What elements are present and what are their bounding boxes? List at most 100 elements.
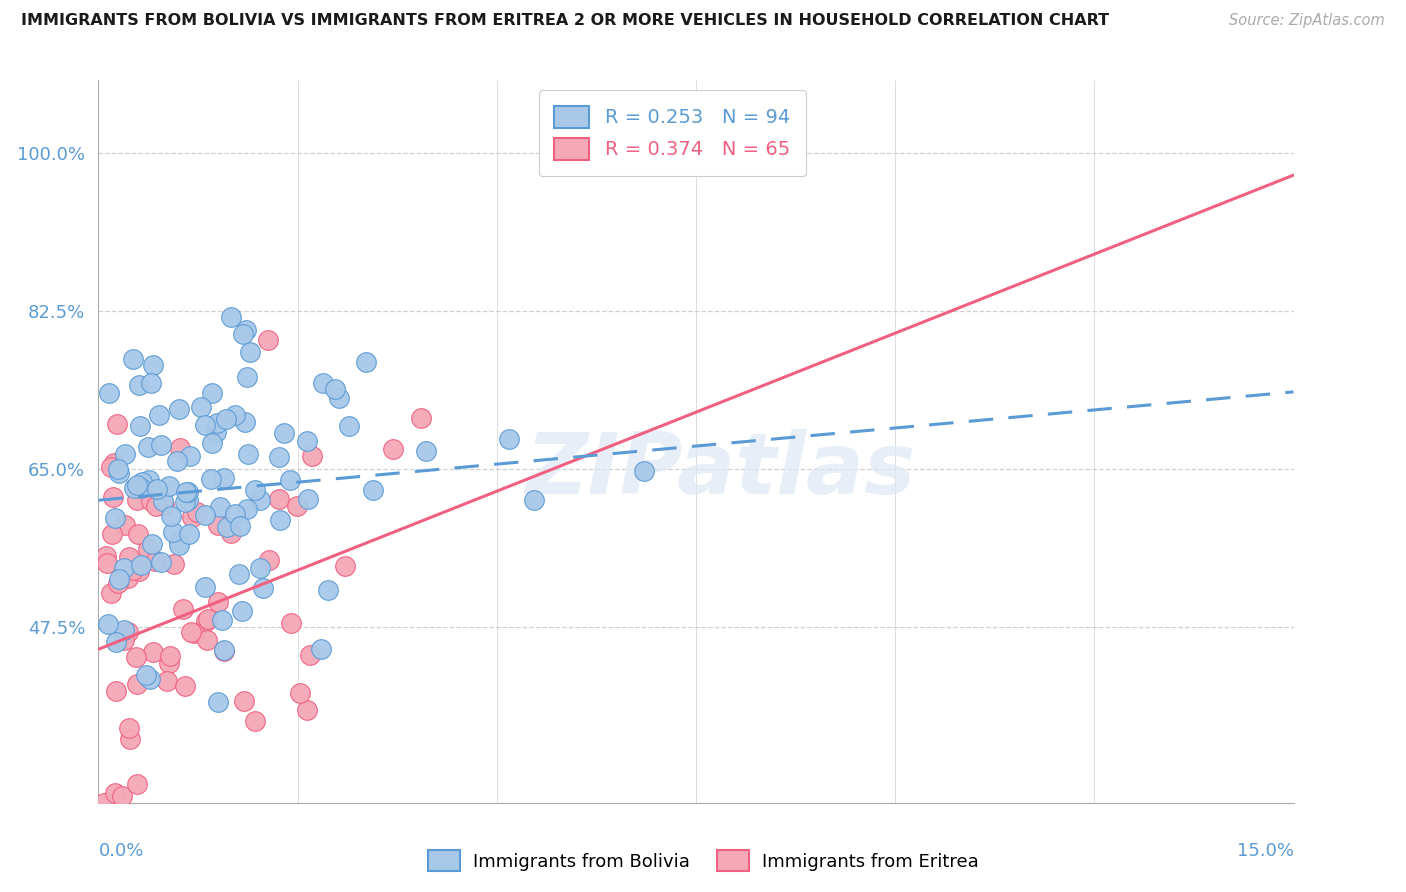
Point: [114, 448, 136, 462]
Point: [127, 677, 149, 691]
Point: [207, 594, 229, 608]
Point: [295, 703, 318, 717]
Point: [100, 459, 122, 474]
Point: [136, 440, 159, 454]
Point: [215, 520, 238, 534]
Point: [142, 644, 165, 658]
Point: [280, 616, 302, 631]
Point: [194, 417, 217, 432]
Point: [101, 527, 124, 541]
Point: [207, 416, 229, 430]
Point: [117, 571, 139, 585]
Point: [194, 614, 217, 628]
Point: [361, 483, 384, 497]
Point: [183, 626, 205, 640]
Point: [125, 478, 148, 492]
Point: [301, 450, 323, 464]
Point: [146, 482, 169, 496]
Point: [195, 633, 218, 648]
Point: [98, 385, 121, 400]
Point: [104, 684, 127, 698]
Point: [238, 447, 260, 461]
Point: [112, 633, 135, 648]
Point: [118, 731, 141, 746]
Point: [129, 481, 152, 495]
Text: 15.0%: 15.0%: [1236, 842, 1294, 860]
Point: [337, 418, 360, 433]
Point: [163, 557, 186, 571]
Point: [232, 327, 254, 342]
Point: [228, 567, 250, 582]
Point: [224, 508, 246, 522]
Point: [145, 499, 167, 513]
Point: [328, 391, 350, 405]
Point: [159, 648, 181, 663]
Point: [249, 492, 271, 507]
Point: [212, 642, 235, 657]
Point: [108, 572, 131, 586]
Point: [498, 433, 520, 447]
Point: [333, 559, 356, 574]
Point: [235, 323, 257, 337]
Point: [177, 526, 200, 541]
Point: [415, 444, 437, 458]
Point: [236, 502, 259, 516]
Point: [381, 442, 404, 456]
Point: [101, 490, 124, 504]
Point: [219, 526, 242, 541]
Point: [267, 491, 290, 506]
Point: [236, 370, 259, 384]
Point: [155, 673, 177, 688]
Point: [201, 436, 224, 450]
Point: [299, 648, 322, 662]
Point: [129, 419, 152, 434]
Point: [209, 500, 232, 514]
Point: [205, 425, 228, 439]
Point: [215, 412, 238, 426]
Point: [117, 625, 139, 640]
Point: [172, 601, 194, 615]
Point: [179, 449, 201, 463]
Point: [118, 549, 141, 564]
Point: [167, 538, 190, 552]
Point: [288, 685, 311, 699]
Point: [233, 415, 256, 429]
Point: [197, 612, 219, 626]
Point: [96, 556, 118, 570]
Point: [128, 565, 150, 579]
Point: [108, 467, 131, 481]
Point: [94, 549, 117, 564]
Point: [228, 518, 250, 533]
Point: [309, 642, 332, 657]
Point: [104, 635, 127, 649]
Legend: R = 0.253   N = 94, R = 0.374   N = 65: R = 0.253 N = 94, R = 0.374 N = 65: [538, 90, 806, 176]
Point: [224, 409, 246, 423]
Point: [96, 617, 118, 632]
Y-axis label: 2 or more Vehicles in Household: 2 or more Vehicles in Household: [0, 296, 3, 587]
Point: [153, 498, 176, 512]
Point: [142, 358, 165, 372]
Point: [121, 563, 143, 577]
Point: [174, 485, 197, 500]
Point: [201, 386, 224, 401]
Point: [257, 553, 280, 567]
Point: [149, 555, 172, 569]
Text: 0.0%: 0.0%: [98, 842, 143, 860]
Point: [129, 558, 152, 573]
Point: [194, 580, 217, 594]
Point: [633, 464, 655, 478]
Point: [138, 473, 160, 487]
Point: [181, 509, 204, 524]
Point: [212, 471, 235, 485]
Point: [233, 694, 256, 708]
Point: [160, 508, 183, 523]
Point: [122, 352, 145, 367]
Point: [273, 426, 295, 441]
Point: [173, 494, 195, 508]
Point: [200, 472, 222, 486]
Point: [128, 377, 150, 392]
Point: [148, 408, 170, 422]
Point: [252, 581, 274, 595]
Point: [107, 461, 129, 475]
Point: [112, 623, 135, 637]
